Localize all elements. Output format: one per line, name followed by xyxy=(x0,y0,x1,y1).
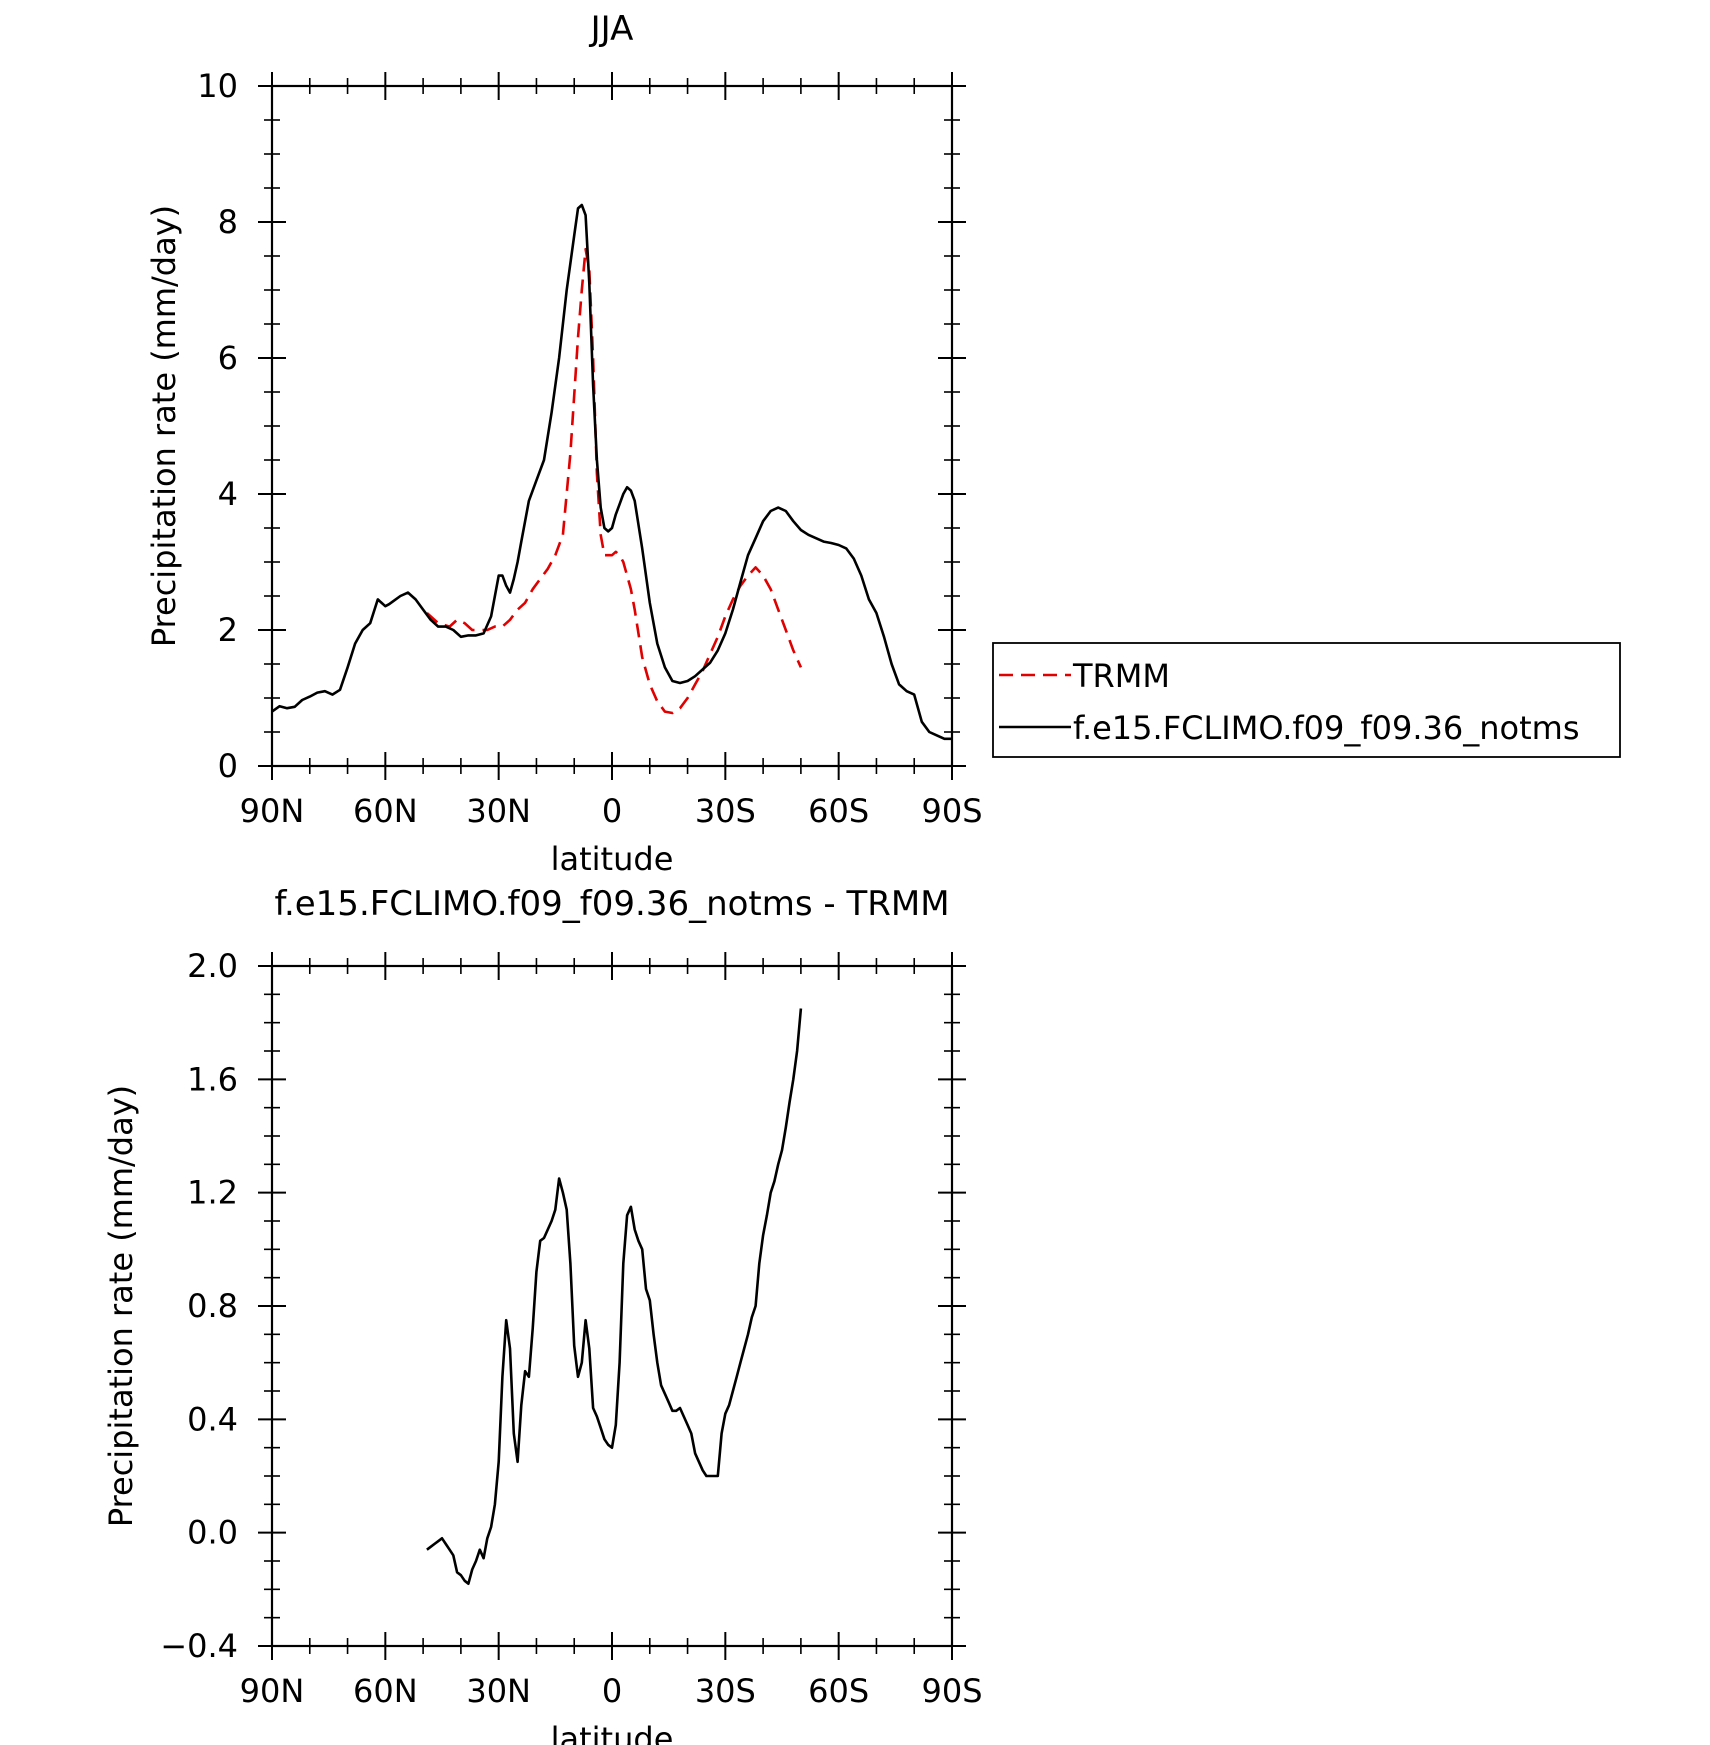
legend-label: f.e15.FCLIMO.f09_f09.36_notms xyxy=(1073,709,1579,747)
y-tick-label: 10 xyxy=(197,67,238,105)
y-tick-label: −0.4 xyxy=(160,1627,238,1665)
chart-title: JJA xyxy=(589,9,634,49)
x-tick-label: 90S xyxy=(921,1672,982,1710)
y-tick-label: 2 xyxy=(218,611,238,649)
x-tick-label: 30S xyxy=(695,1672,756,1710)
chart-title: f.e15.FCLIMO.f09_f09.36_notms - TRMM xyxy=(274,884,949,924)
x-axis-label: latitude xyxy=(551,840,674,878)
plot-frame xyxy=(270,84,954,768)
y-tick-label: 8 xyxy=(218,203,238,241)
x-tick-label: 60N xyxy=(353,792,418,830)
x-axis-label: latitude xyxy=(551,1720,674,1745)
x-tick-label: 90N xyxy=(240,1672,305,1710)
x-tick-label: 0 xyxy=(602,1672,622,1710)
y-tick-label: 0.8 xyxy=(187,1287,238,1325)
y-axis-label: Precipitation rate (mm/day) xyxy=(102,1085,140,1527)
y-axis-label: Precipitation rate (mm/day) xyxy=(145,205,183,647)
y-tick-label: 1.6 xyxy=(187,1060,238,1098)
y-tick-label: 1.2 xyxy=(187,1174,238,1212)
x-tick-label: 30N xyxy=(466,792,531,830)
x-tick-label: 30N xyxy=(466,1672,531,1710)
legend-label: TRMM xyxy=(1072,657,1170,695)
series-line-model xyxy=(271,203,952,741)
y-tick-label: 4 xyxy=(218,475,238,513)
x-tick-label: 0 xyxy=(602,792,622,830)
x-tick-label: 90S xyxy=(921,792,982,830)
x-tick-label: 60N xyxy=(353,1672,418,1710)
legend: TRMM f.e15.FCLIMO.f09_f09.36_notms xyxy=(992,642,1621,758)
x-tick-label: 60S xyxy=(808,792,869,830)
y-tick-label: 0.4 xyxy=(187,1400,238,1438)
x-tick-label: 30S xyxy=(695,792,756,830)
y-tick-label: 2.0 xyxy=(187,947,238,985)
legend-box xyxy=(992,642,1621,758)
series-line-model xyxy=(426,1008,803,1585)
plot-frame xyxy=(270,964,954,1648)
series-line-trmm xyxy=(426,247,803,715)
top-panel-plot: JJA 90N 60N 30N 0 30S 60S 90S 0 2 4 6 8 10 latitude Pre… xyxy=(145,9,983,878)
y-tick-label: 0.0 xyxy=(187,1514,238,1552)
bottom-panel-plot: f.e15.FCLIMO.f09_f09.36_notms - TRMM 90N 6… xyxy=(102,884,983,1745)
y-tick-label: 0 xyxy=(218,747,238,785)
x-tick-label: 60S xyxy=(808,1672,869,1710)
x-tick-label: 90N xyxy=(240,792,305,830)
y-tick-label: 6 xyxy=(218,339,238,377)
